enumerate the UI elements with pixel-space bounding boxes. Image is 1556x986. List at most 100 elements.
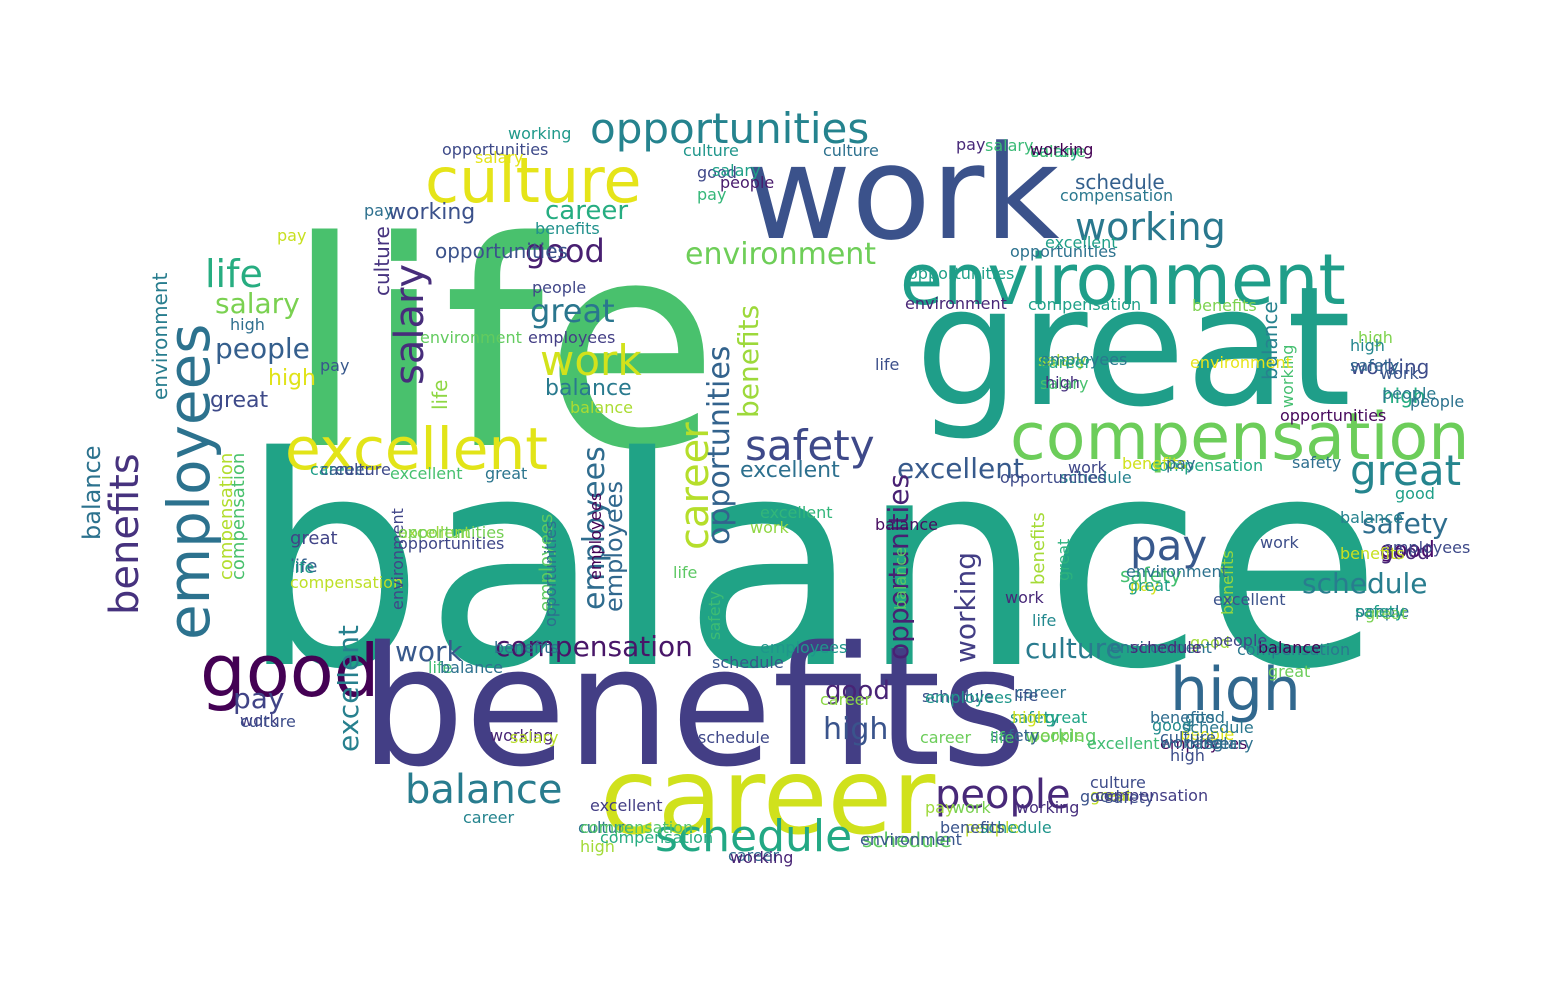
cloud-word: pay (277, 226, 307, 245)
cloud-word: good (1380, 540, 1430, 564)
cloud-word: work (395, 635, 463, 668)
cloud-word: schedule (712, 653, 784, 672)
cloud-word: great (1365, 604, 1408, 623)
cloud-word: salary (215, 287, 300, 320)
cloud-word: working (388, 200, 476, 225)
cloud-word: excellent (285, 415, 548, 483)
cloud-word: environment (860, 830, 962, 849)
cloud-word: benefits (1192, 296, 1257, 315)
cloud-word: culture (1025, 632, 1123, 665)
cloud-word: opportunities (398, 523, 505, 542)
cloud-word: compensation (1060, 186, 1174, 205)
cloud-word: working (1025, 726, 1097, 747)
cloud-word: salary (387, 263, 433, 385)
cloud-word: benefits (1340, 544, 1405, 563)
cloud-word: compensation (600, 828, 714, 847)
cloud-word: compensation (290, 573, 404, 592)
cloud-word: opportunities (1010, 242, 1117, 261)
cloud-word: great (915, 251, 1352, 443)
cloud-word: people (965, 818, 1020, 837)
cloud-word: salary (510, 728, 559, 747)
cloud-word: excellent (590, 796, 663, 815)
cloud-word: schedule (862, 828, 952, 852)
cloud-word: balance (570, 398, 633, 417)
cloud-word: pay (233, 682, 285, 715)
cloud-word: benefits (102, 453, 148, 615)
cloud-word: career (1015, 683, 1067, 702)
cloud-word: career (545, 196, 629, 226)
cloud-word: good (1080, 787, 1120, 806)
cloud-word: culture (1090, 773, 1146, 792)
cloud-word: high (1358, 328, 1393, 347)
cloud-word: benefits (360, 611, 1027, 803)
cloud-word: culture (240, 712, 296, 731)
cloud-word: environment (900, 239, 1346, 321)
cloud-word: benefits (1150, 708, 1215, 727)
cloud-word: high (1045, 373, 1080, 392)
cloud-word: employees (760, 638, 848, 657)
cloud-word: opportunities (1280, 406, 1387, 425)
cloud-word: schedule (698, 728, 770, 747)
cloud-word: excellent (740, 458, 840, 483)
cloud-word: career (728, 846, 780, 865)
cloud-word: high (580, 837, 615, 856)
cloud-word: schedule (1060, 468, 1132, 487)
cloud-word: safety (1010, 708, 1060, 727)
cloud-word: great (210, 388, 269, 413)
cloud-word: career (310, 460, 362, 479)
cloud-word: life (990, 728, 1015, 747)
cloud-word: employees (600, 481, 628, 612)
cloud-word: people (935, 772, 1071, 818)
cloud-word: balance (891, 547, 910, 610)
cloud-word: great (1045, 708, 1088, 727)
cloud-word: opportunities (702, 345, 737, 545)
cloud-word: career (463, 808, 515, 827)
cloud-word: compensation (228, 452, 249, 580)
cloud-word: good (825, 676, 890, 706)
cloud-word: high (823, 712, 889, 747)
cloud-word: life (290, 558, 315, 577)
cloud-word: life (1014, 686, 1039, 705)
cloud-word: working (1075, 205, 1226, 249)
cloud-word: employees (586, 492, 605, 580)
cloud-word: excellent (332, 625, 365, 752)
cloud-word: culture (683, 141, 739, 160)
cloud-word: safety (745, 421, 875, 470)
cloud-word: balance (1258, 638, 1321, 657)
cloud-word: compensation (1010, 400, 1470, 475)
cloud-word: employees (528, 328, 616, 347)
cloud-word: excellent (1087, 734, 1160, 753)
cloud-word: work (745, 117, 1060, 269)
cloud-word: safety (1355, 602, 1405, 621)
cloud-word: benefits (732, 304, 765, 418)
cloud-word: safety (1120, 563, 1182, 587)
cloud-word: career (600, 736, 936, 858)
cloud-word: safety (705, 590, 724, 640)
cloud-word: great (1268, 662, 1311, 681)
cloud-word: good (200, 629, 380, 713)
cloud-word: excellent (1045, 233, 1118, 252)
cloud-word: salary (475, 148, 524, 167)
cloud-word: people (1355, 602, 1410, 621)
cloud-word: good (1152, 716, 1192, 735)
cloud-word: opportunities (590, 104, 870, 153)
cloud-word: work (952, 798, 991, 817)
cloud-word: schedule (1182, 718, 1254, 737)
cloud-word: working (1160, 733, 1224, 752)
cloud-word: schedule (1302, 567, 1428, 600)
cloud-word: salary (985, 136, 1034, 155)
cloud-word: great (1090, 786, 1133, 805)
cloud-word: high (230, 315, 265, 334)
cloud-word: employees (1383, 538, 1471, 557)
cloud-word: high (1382, 384, 1426, 408)
cloud-word: work (1260, 533, 1299, 552)
cloud-word: benefits (1028, 512, 1049, 585)
cloud-word: high (1170, 746, 1205, 765)
cloud-word: excellent (760, 503, 833, 522)
cloud-word: opportunities (442, 140, 549, 159)
cloud-word: compensation (1028, 295, 1142, 314)
cloud-word: good (1395, 484, 1435, 503)
cloud-word: excellent (1213, 590, 1286, 609)
cloud-word: culture (335, 460, 391, 479)
cloud-word: employees (1040, 350, 1128, 369)
